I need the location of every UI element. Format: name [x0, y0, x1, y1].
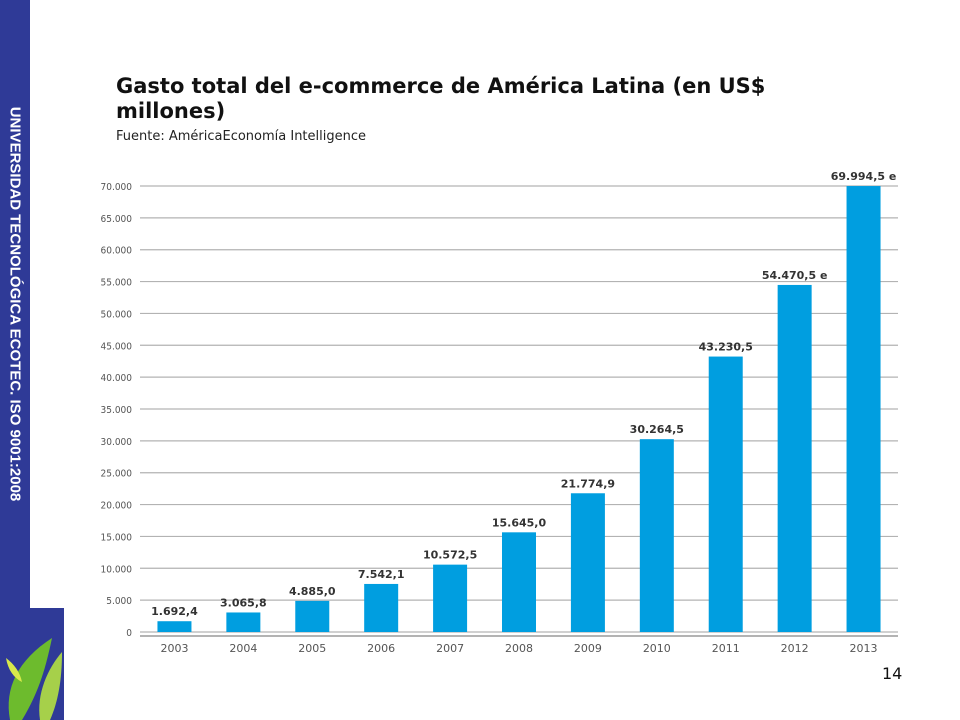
bar: [226, 612, 261, 632]
x-tick-label: 2009: [574, 642, 602, 655]
y-tick-label: 45.000: [101, 341, 133, 352]
x-tick-label: 2011: [712, 642, 740, 655]
y-tick-label: 40.000: [101, 373, 133, 384]
x-tick-label: 2003: [160, 642, 188, 655]
bar-value-label: 43.230,5: [699, 341, 753, 354]
bar-value-label: 69.994,5 e: [831, 170, 897, 183]
bar-value-label: 4.885,0: [289, 585, 336, 598]
university-logo: [0, 608, 64, 720]
x-tick-label: 2007: [436, 642, 464, 655]
bar-chart: 0 5.000 10.000 15.000 20.000 25.000 30.000 35.0…: [101, 170, 898, 655]
bar: [157, 621, 192, 632]
page-number: 14: [882, 664, 903, 683]
bar: [364, 583, 399, 632]
bar-value-label: 21.774,9: [561, 477, 615, 490]
y-tick-label: 60.000: [101, 246, 133, 257]
bar-value-label: 7.542,1: [358, 568, 405, 581]
bar: [846, 186, 881, 633]
chart-title: Gasto total del e-commerce de América La…: [116, 74, 766, 123]
y-tick-label: 15.000: [101, 532, 133, 543]
x-tick-label: 2010: [643, 642, 671, 655]
bar: [570, 493, 605, 632]
bar: [777, 284, 812, 632]
bar-value-label: 10.572,5: [423, 549, 477, 562]
y-tick-label: 65.000: [101, 214, 133, 225]
university-name: UNIVERSIDAD TECNOLÓGICA ECOTEC. ISO 9001…: [6, 106, 24, 502]
bar-value-label: 15.645,0: [492, 516, 547, 529]
y-tick-label: 0: [126, 628, 132, 639]
chart-source: Fuente: AméricaEconomía Intelligence: [116, 129, 366, 144]
bar-value-label: 1.692,4: [151, 605, 198, 618]
bar: [708, 356, 743, 632]
y-tick-label: 25.000: [101, 469, 133, 480]
x-tick-label: 2008: [505, 642, 533, 655]
y-tick-label: 30.000: [101, 437, 133, 448]
sidebar-banner: UNIVERSIDAD TECNOLÓGICA ECOTEC. ISO 9001…: [0, 0, 30, 608]
bar: [639, 439, 674, 632]
y-tick-label: 10.000: [101, 564, 133, 575]
bar: [502, 532, 536, 632]
y-tick-label: 5.000: [106, 596, 132, 607]
bar-value-label: 30.264,5: [630, 423, 684, 436]
y-tick-label: 20.000: [101, 501, 133, 512]
bar-value-label: 3.065,8: [220, 596, 267, 609]
x-tick-label: 2012: [781, 642, 809, 655]
y-tick-label: 55.000: [101, 278, 133, 289]
y-tick-label: 35.000: [101, 405, 133, 416]
x-tick-label: 2006: [367, 642, 395, 655]
bar: [295, 600, 330, 632]
x-tick-label: 2005: [298, 642, 326, 655]
y-tick-label: 70.000: [101, 182, 133, 193]
x-tick-label: 2004: [229, 642, 257, 655]
y-tick-label: 50.000: [101, 309, 133, 320]
bar: [433, 564, 468, 632]
x-tick-label: 2013: [850, 642, 878, 655]
bar-value-label: 54.470,5 e: [762, 269, 828, 282]
